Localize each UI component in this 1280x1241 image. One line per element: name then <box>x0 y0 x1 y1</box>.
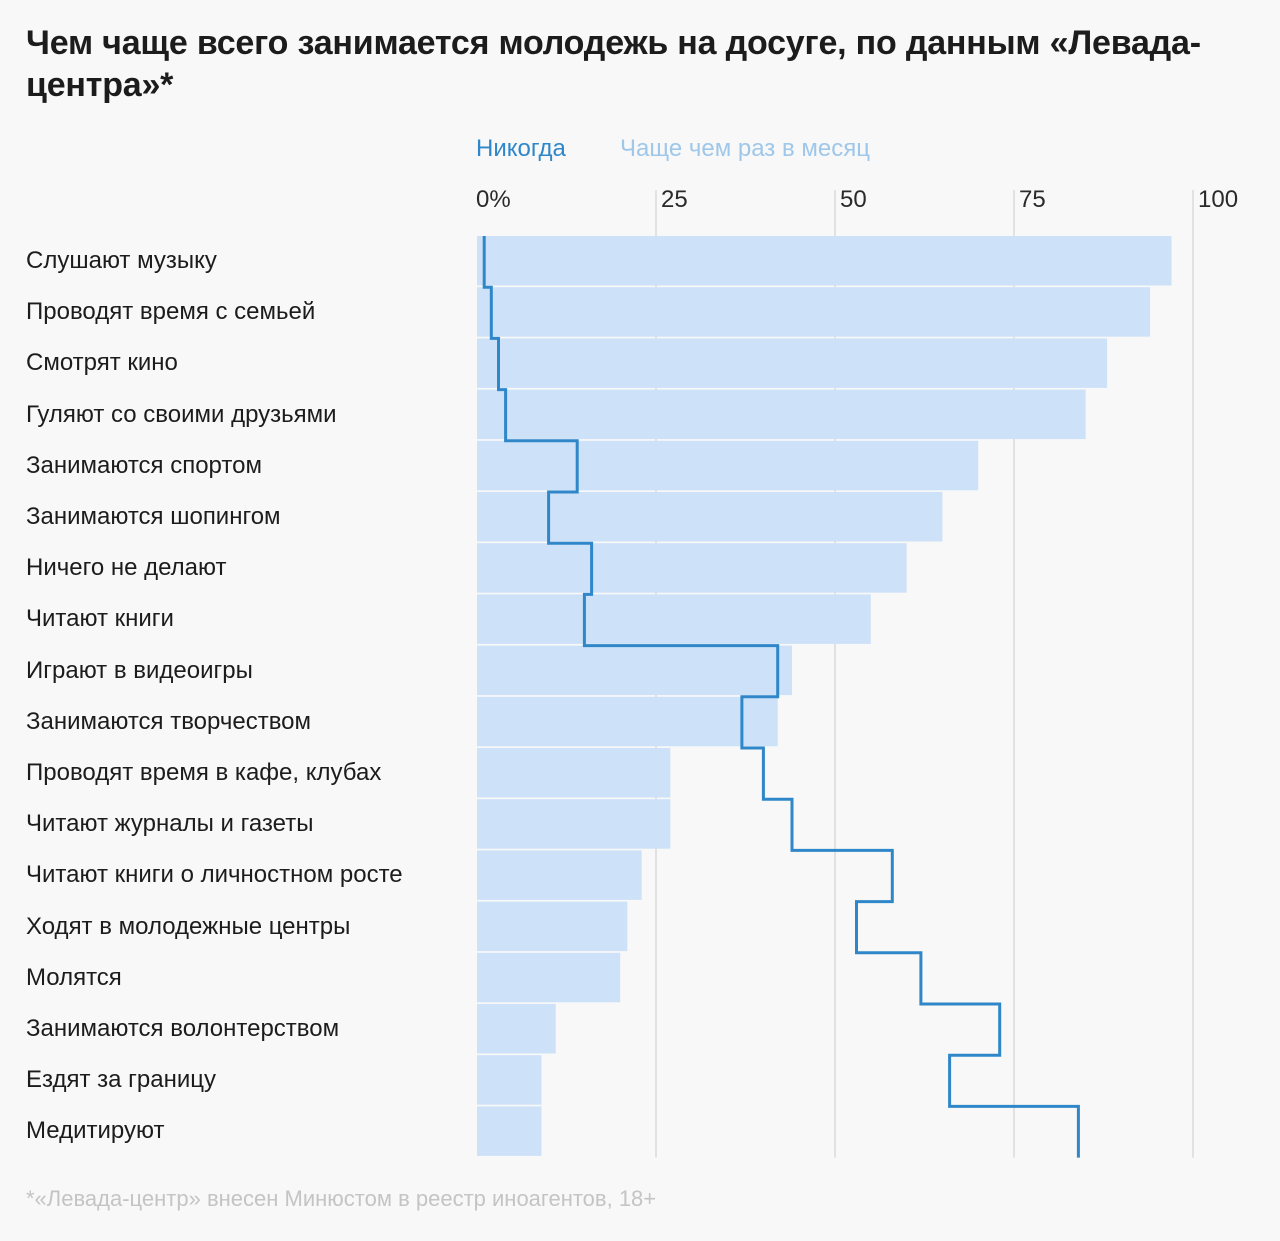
bar-monthly <box>477 1055 542 1105</box>
step-line-never <box>482 236 1080 1158</box>
bar-monthly <box>477 799 671 849</box>
category-label: Молятся <box>26 963 122 991</box>
category-label: Занимаются волонтерством <box>26 1015 340 1042</box>
x-tick-label: 100 <box>1198 186 1239 213</box>
chart-title: Чем чаще всего занимается молодежь на до… <box>26 24 1201 104</box>
category-label: Ездят за границу <box>26 1066 217 1094</box>
bar-monthly <box>477 850 642 900</box>
x-tick-label: 25 <box>661 186 688 213</box>
category-label: Ходят в молодежные центры <box>26 912 351 940</box>
category-label: Занимаются шопингом <box>26 503 281 530</box>
category-label: Играют в видеоигры <box>26 656 253 684</box>
x-tick-label: 0% <box>476 186 511 213</box>
bar-monthly <box>477 901 628 952</box>
bar-monthly <box>477 543 907 593</box>
x-tick-label: 75 <box>1019 186 1046 213</box>
category-label: Проводят время с семьей <box>26 298 316 326</box>
legend-never: Никогда <box>476 135 566 162</box>
footnote: *«Левада-центр» внесен Минюстом в реестр… <box>26 1186 657 1211</box>
legend-monthly: Чаще чем раз в месяц <box>620 135 870 162</box>
bar-monthly <box>477 492 943 542</box>
bar-monthly <box>477 696 778 747</box>
category-label: Занимаются спортом <box>26 451 262 479</box>
bar-monthly <box>477 236 1172 286</box>
category-label: Гуляют со своими друзьями <box>26 400 337 428</box>
category-label: Читают книги <box>26 605 174 633</box>
bar-monthly <box>477 645 793 696</box>
category-label: Слушают музыку <box>26 247 217 274</box>
bar-monthly <box>477 952 621 1003</box>
category-label: Проводят время в кафе, клубах <box>26 759 382 786</box>
x-tick-label: 50 <box>840 186 867 213</box>
bar-monthly <box>477 748 671 798</box>
bar-monthly <box>477 1106 542 1156</box>
bar-monthly <box>477 389 1086 440</box>
category-label: Занимаются творчеством <box>26 707 312 735</box>
category-label: Ничего не делают <box>26 554 227 582</box>
category-label: Читают книги о личностном росте <box>26 861 403 889</box>
bar-monthly <box>477 594 871 644</box>
bar-monthly <box>477 440 979 491</box>
bar-monthly <box>477 287 1151 337</box>
category-label: Смотрят кино <box>26 349 178 377</box>
category-label: Медитируют <box>26 1117 165 1145</box>
bar-monthly <box>477 1004 556 1054</box>
bar-monthly <box>477 338 1108 388</box>
category-label: Читают журналы и газеты <box>26 810 314 838</box>
